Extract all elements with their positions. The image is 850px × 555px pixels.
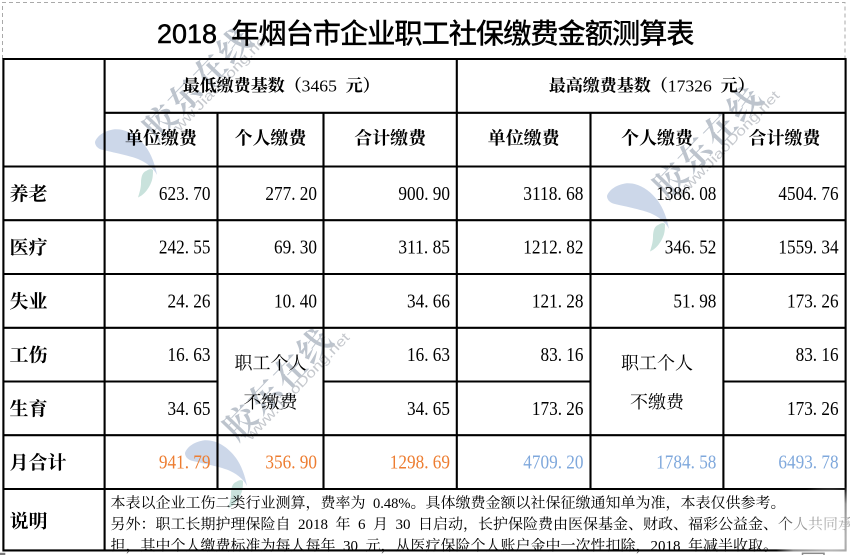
svg-text:0.48%: 0.48% [373, 496, 411, 512]
svg-text:242. 55: 242. 55 [159, 238, 211, 259]
svg-text:6: 6 [358, 517, 366, 533]
svg-text:83. 16: 83. 16 [541, 345, 584, 366]
svg-text:2018: 2018 [157, 19, 217, 49]
svg-text:17326: 17326 [668, 76, 712, 95]
svg-text:6493. 78: 6493. 78 [778, 453, 838, 474]
svg-text:3118. 68: 3118. 68 [523, 184, 583, 205]
svg-text:24. 26: 24. 26 [168, 292, 211, 313]
svg-text:34. 65: 34. 65 [407, 399, 450, 420]
svg-text:941. 79: 941. 79 [159, 453, 211, 474]
svg-text:173. 26: 173. 26 [787, 292, 839, 313]
svg-text:277. 20: 277. 20 [265, 184, 317, 205]
svg-text:51. 98: 51. 98 [673, 292, 716, 313]
svg-text:4504. 76: 4504. 76 [778, 184, 838, 205]
svg-text:1298. 69: 1298. 69 [390, 453, 450, 474]
svg-text:69. 30: 69. 30 [274, 238, 317, 259]
svg-text:10. 40: 10. 40 [274, 292, 317, 313]
svg-text:2018: 2018 [298, 517, 328, 533]
svg-text:34. 65: 34. 65 [168, 399, 211, 420]
svg-text:30: 30 [396, 517, 411, 533]
svg-text:3465: 3465 [302, 76, 337, 95]
svg-text:346. 52: 346. 52 [665, 238, 717, 259]
svg-text:311. 85: 311. 85 [398, 238, 450, 259]
svg-text:83. 16: 83. 16 [796, 345, 839, 366]
svg-text:1386. 08: 1386. 08 [656, 184, 716, 205]
svg-text:900. 90: 900. 90 [398, 184, 450, 205]
svg-text:34. 66: 34. 66 [407, 292, 450, 313]
svg-text:173. 26: 173. 26 [787, 399, 839, 420]
svg-text:30: 30 [343, 539, 358, 555]
svg-text:1559. 34: 1559. 34 [778, 238, 838, 259]
svg-text:356. 90: 356. 90 [265, 453, 317, 474]
svg-text:4709. 20: 4709. 20 [523, 453, 583, 474]
svg-text:16. 63: 16. 63 [407, 345, 450, 366]
svg-text:623. 70: 623. 70 [159, 184, 211, 205]
svg-text:121. 28: 121. 28 [532, 292, 584, 313]
svg-text:173. 26: 173. 26 [532, 399, 584, 420]
svg-text:1212. 82: 1212. 82 [523, 238, 583, 259]
svg-text:2018: 2018 [651, 539, 681, 555]
svg-text:1784. 58: 1784. 58 [656, 453, 716, 474]
svg-text:16. 63: 16. 63 [168, 345, 211, 366]
